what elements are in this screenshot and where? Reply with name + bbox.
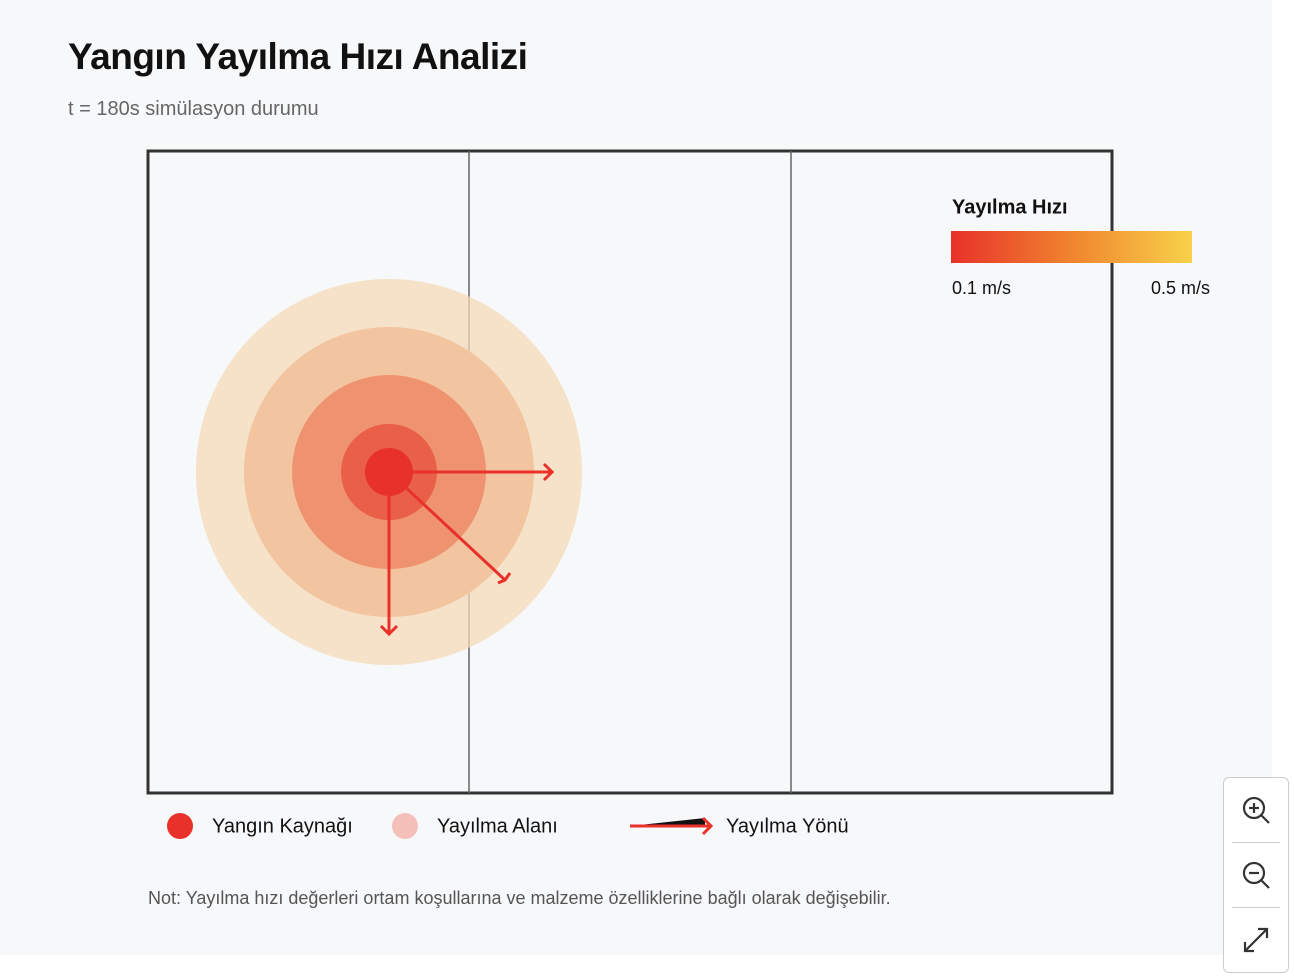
colorbar <box>951 231 1192 263</box>
fire-source <box>365 448 413 496</box>
legend-swatch <box>392 813 418 839</box>
spread-arrows <box>379 462 555 637</box>
diagram: Yayılma Hızı 0.1 m/s 0.5 m/s Yangın Kayn… <box>146 149 1210 839</box>
legend-swatch <box>701 816 714 836</box>
legend-swatch <box>630 818 705 826</box>
legend-label: Yangın Kaynağı <box>212 815 353 837</box>
legend-label: Yayılma Yönü <box>726 815 849 837</box>
separator <box>1232 842 1280 843</box>
legend-swatch <box>167 813 193 839</box>
panel: Yangın Yayılma Hızı Analizi t = 180s sim… <box>68 36 1210 908</box>
zoom-in-icon <box>1242 796 1270 824</box>
title: Yangın Yayılma Hızı Analizi <box>68 36 528 77</box>
colorbar-min: 0.1 m/s <box>952 278 1011 298</box>
zoom-out-icon <box>1242 861 1270 889</box>
colorbar-title: Yayılma Hızı <box>952 196 1068 218</box>
note: Not: Yayılma hızı değerleri ortam koşull… <box>148 888 891 908</box>
zoom-controls <box>1223 777 1289 973</box>
zoom-out[interactable] <box>1224 843 1288 907</box>
legend-label: Yayılma Alanı <box>437 815 558 837</box>
separator <box>1232 907 1280 908</box>
reset-zoom[interactable] <box>1224 908 1288 972</box>
subtitle: t = 180s simülasyon durumu <box>68 98 319 120</box>
zoom-in[interactable] <box>1224 778 1288 842</box>
reset-icon <box>1243 927 1269 953</box>
colorbar-max: 0.5 m/s <box>1151 278 1210 298</box>
